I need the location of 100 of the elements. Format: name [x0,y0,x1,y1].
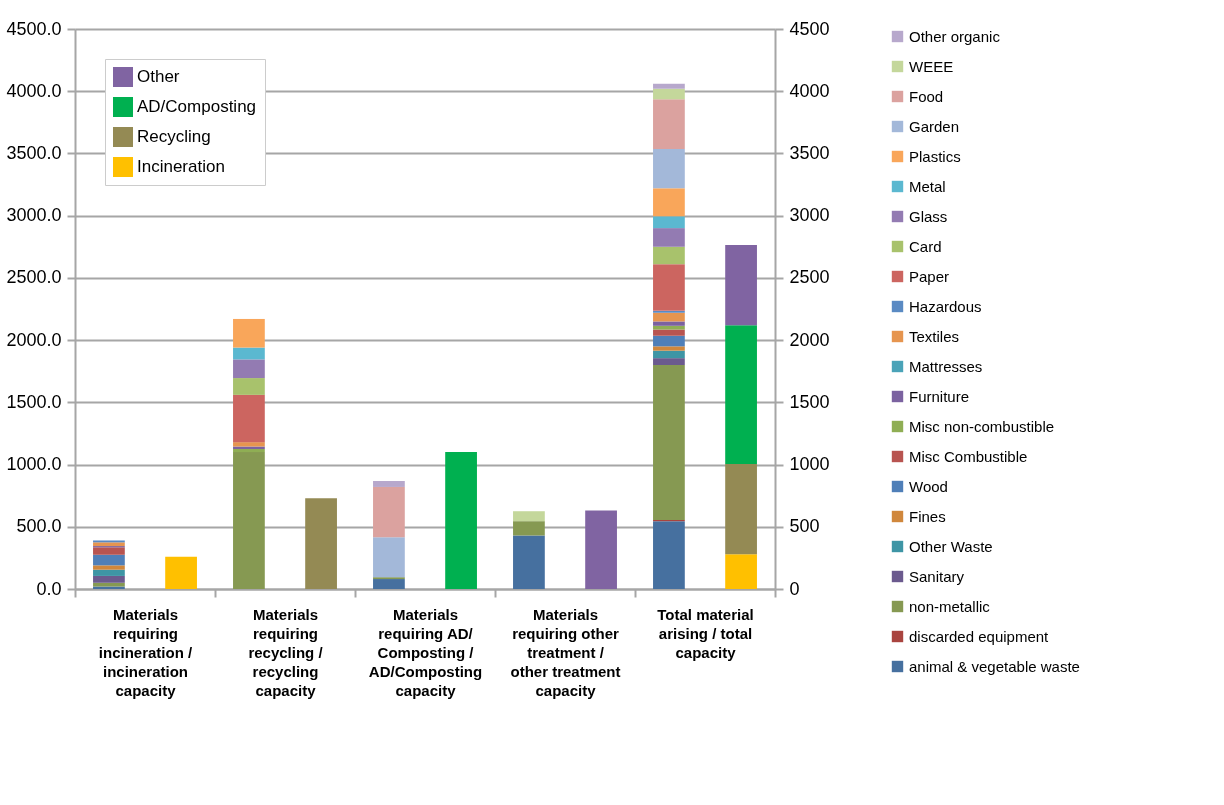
y-tick-label: 3500.0 [6,142,62,163]
bar [233,442,265,447]
bar [233,378,265,395]
legend-label: Fines [909,507,946,525]
legend-label: discarded equipment [909,627,1050,645]
y2-tick-label: 500 [789,516,820,537]
legend-label: Incineration [137,157,225,176]
bar [653,329,685,336]
y-tick-label: 0.0 [36,578,62,599]
legend-label: animal & vegetable waste [909,657,1080,675]
bar [445,452,477,589]
y-tick-label: 1500.0 [6,391,62,412]
y-tick-label: 2000.0 [6,329,62,350]
bar [233,452,265,589]
legend-label: Plastics [909,147,961,165]
bar [653,149,685,189]
bar [725,244,757,326]
bar [653,325,685,330]
y-tick-label: 2500.0 [6,267,62,288]
legend-label: WEEE [909,57,954,75]
bar [233,359,265,379]
bar [653,264,685,311]
bar [653,346,685,351]
bar [233,347,265,360]
bar [653,83,685,89]
bar [653,335,685,347]
legend-label: Misc Combustible [909,447,1028,465]
bar [233,394,265,443]
bar [513,521,545,536]
y2-tick-label: 0 [789,578,800,599]
y2-tick-label: 3000 [789,205,830,226]
bar [93,575,125,583]
bar [93,582,125,587]
bar [653,216,685,229]
bar [233,449,265,453]
legend-label: Hazardous [909,297,982,315]
y-tick-label: 4500.0 [6,18,62,39]
legend-label: AD/Composting [137,97,257,116]
y2-tick-label: 4500 [789,18,830,39]
legend-label: Garden [909,117,960,135]
bar [653,321,685,326]
legend-label: Furniture [909,387,970,405]
y2-tick-label: 1500 [789,391,830,412]
bar [725,554,757,589]
bar [653,365,685,520]
bar [373,480,405,487]
bar [653,312,685,322]
bar [653,358,685,365]
bar [165,556,197,589]
bar [373,486,405,538]
bar [653,99,685,150]
bar [93,542,125,547]
legend-label: Misc non-combustible [909,417,1055,435]
y2-tick-label: 1000 [789,454,830,475]
legend-label: Other [137,67,180,86]
bar [93,565,125,570]
legend-label: Card [909,237,942,255]
legend-label: Metal [909,177,946,195]
legend-label: Glass [909,207,948,225]
bar [725,463,757,555]
bar [93,569,125,576]
x-tick-label: Materials requiring incineration / incineration capacity [98,605,193,699]
legend-label: Recycling [137,127,211,146]
y-tick-label: 4000.0 [6,80,62,101]
y2-tick-label: 2500 [789,267,830,288]
bar [653,246,685,265]
legend-label: Textiles [909,327,960,345]
bar [513,511,545,522]
x-tick-label: Materials requiring recycling / recycling capacity [248,605,324,699]
y-tick-label: 1000.0 [6,454,62,475]
bar [373,579,405,589]
bar [585,510,617,589]
y-tick-label: 3000.0 [6,205,62,226]
bar [305,498,337,589]
x-tick-label: Materials requiring AD/ Composting / AD/Composting capacity [368,605,483,699]
y2-tick-label: 2000 [789,329,830,350]
legend-label: Other organic [909,27,1001,45]
bar [725,325,757,464]
bar [513,535,545,589]
bar [233,318,265,348]
bar [653,350,685,359]
y-tick-label: 500.0 [16,516,62,537]
legend-label: Sanitary [909,567,965,585]
bar [653,88,685,100]
bar [653,521,685,589]
legend-label: Other Waste [909,537,993,555]
legend-label: Wood [909,477,948,495]
bar [373,537,405,578]
x-tick-label: Materials requiring other treatment / other treatment capacity [510,605,621,699]
y2-tick-label: 3500 [789,142,830,163]
legend-label: Food [909,87,944,105]
bar [653,228,685,247]
legend-label: Paper [909,267,950,285]
legend-label: non-metallic [909,597,991,615]
bar [93,547,125,555]
y2-tick-label: 4000 [789,80,830,101]
bar [653,188,685,217]
bar [93,554,125,566]
x-tick-label: Total material arising / total capacity [657,605,754,661]
legend-label: Mattresses [909,357,983,375]
